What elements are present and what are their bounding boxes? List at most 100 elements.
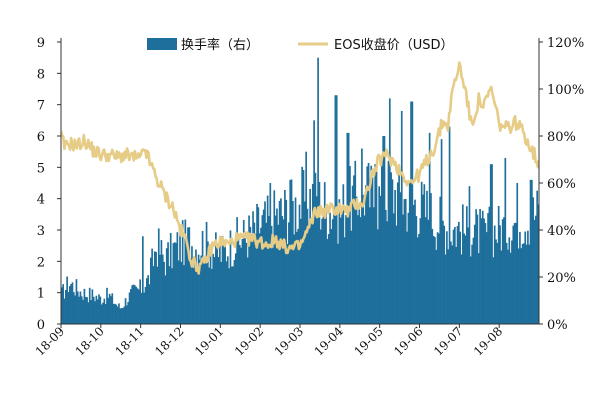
turnover-bar (339, 217, 342, 324)
turnover-bar (379, 195, 382, 324)
turnover-bar (489, 164, 492, 324)
turnover-bar (450, 241, 452, 324)
turnover-bar (204, 260, 207, 324)
turnover-bar (528, 244, 531, 324)
turnover-bar (80, 296, 83, 324)
turnover-bar (151, 248, 153, 324)
turnover-bar (181, 220, 184, 324)
turnover-bar (424, 217, 427, 324)
turnover-bar (354, 160, 357, 324)
turnover-bar (464, 235, 467, 324)
turnover-bar (141, 236, 144, 324)
turnover-bar (523, 243, 525, 324)
turnover-bar (90, 300, 92, 324)
turnover-bar (384, 209, 387, 324)
turnover-bar (276, 208, 278, 324)
turnover-bar (71, 282, 74, 324)
turnover-bar (138, 289, 140, 324)
turnover-bar (155, 251, 157, 324)
turnover-bar (347, 132, 350, 324)
legend-label-bars: 换手率（右） (181, 37, 259, 53)
x-tick-label: 19-03 (272, 324, 306, 358)
turnover-bar (517, 248, 520, 324)
turnover-bar (156, 266, 159, 324)
turnover-bar (436, 232, 439, 324)
turnover-bar (99, 296, 102, 324)
turnover-bar (313, 120, 315, 324)
turnover-bar (407, 212, 410, 324)
turnover-bar (350, 230, 353, 324)
x-tick-label: 19-06 (391, 324, 425, 358)
turnover-bar (472, 237, 475, 324)
turnover-bar (333, 212, 335, 324)
turnover-bar (448, 126, 451, 324)
turnover-bar (148, 284, 151, 324)
turnover-bar (412, 204, 415, 324)
turnover-bar (83, 288, 86, 324)
turnover-bar (508, 237, 511, 324)
turnover-bar (205, 221, 208, 324)
turnover-bar (240, 247, 242, 324)
turnover-bar (365, 185, 367, 324)
turnover-bar (377, 229, 379, 324)
turnover-bar (338, 199, 341, 324)
turnover-bar (217, 257, 220, 324)
turnover-bar (432, 235, 435, 324)
turnover-bar (296, 231, 298, 324)
turnover-bar (337, 243, 339, 324)
turnover-bar (176, 232, 179, 324)
turnover-bar (229, 230, 232, 324)
turnover-bar (475, 209, 477, 324)
turnover-bar (307, 223, 310, 324)
turnover-bar (132, 284, 135, 324)
turnover-bar (254, 233, 257, 324)
turnover-bar (281, 216, 284, 324)
turnover-bar (499, 225, 501, 324)
turnover-bar (378, 186, 381, 324)
turnover-bar (325, 205, 327, 324)
turnover-bar (375, 164, 378, 324)
turnover-bar (136, 288, 139, 324)
turnover-bar (357, 215, 359, 324)
turnover-bar (390, 172, 392, 324)
turnover-bar (165, 248, 168, 324)
turnover-bar (127, 301, 130, 324)
turnover-bar (532, 197, 535, 324)
turnover-bar (241, 239, 244, 324)
turnover-bar (516, 183, 519, 324)
turnover-bar (74, 295, 76, 324)
turnover-bar (228, 268, 230, 324)
turnover-bar (422, 194, 424, 324)
right-tick-label: 80% (547, 130, 576, 145)
turnover-bar (509, 252, 512, 324)
turnover-bar (468, 186, 471, 324)
turnover-bar (435, 249, 438, 324)
turnover-bar (216, 243, 219, 324)
turnover-bar (480, 218, 483, 324)
turnover-bar (330, 228, 333, 324)
turnover-bar (461, 204, 464, 324)
turnover-bar (408, 181, 411, 324)
turnover-bar (84, 296, 87, 324)
turnover-bar (149, 257, 152, 324)
turnover-bar (469, 256, 472, 324)
turnover-bar (78, 296, 80, 324)
x-tick-label: 18-12 (152, 324, 186, 358)
turnover-bar (144, 287, 147, 324)
turnover-bar (298, 204, 301, 324)
turnover-bar (366, 166, 369, 324)
turnover-bar (322, 214, 325, 324)
turnover-bar (345, 215, 347, 324)
turnover-bar (458, 221, 460, 324)
turnover-bar (168, 266, 171, 324)
turnover-bar (160, 240, 163, 324)
turnover-bar (326, 239, 329, 324)
turnover-bar (428, 132, 431, 324)
turnover-bar (353, 175, 355, 324)
turnover-bar (209, 254, 212, 324)
turnover-bar (531, 179, 533, 324)
turnover-bar (317, 57, 319, 324)
turnover-bar (331, 219, 334, 324)
turnover-bar (302, 169, 305, 324)
turnover-bar (245, 242, 248, 324)
